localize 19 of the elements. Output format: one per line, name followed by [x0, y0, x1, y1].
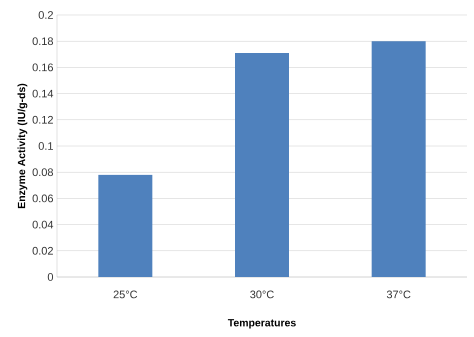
y-tick-label: 0.02	[32, 246, 53, 255]
y-tick-label: 0.04	[32, 220, 54, 228]
x-tick-label: 25°C	[114, 290, 138, 298]
y-axis-title: Enzyme Activity (IU/g-ds)	[18, 84, 28, 208]
y-tick-label: 0.2	[38, 11, 53, 19]
x-tick-label: 30°C	[250, 290, 274, 298]
y-tick-label: 0.08	[32, 168, 53, 176]
y-tick-label: 0.14	[32, 90, 54, 98]
x-axis-title: Temperatures	[228, 319, 296, 328]
x-tick-label: 37°C	[386, 290, 410, 298]
y-tick-label: 0.1	[38, 142, 53, 150]
y-tick-label: 0.16	[32, 64, 53, 72]
y-tick-label: 0	[48, 273, 54, 281]
bar	[235, 52, 289, 277]
bar	[372, 41, 426, 277]
y-tick-label: 0.18	[32, 37, 53, 46]
y-tick-label: 0.06	[32, 194, 53, 202]
bar	[98, 174, 152, 277]
y-tick-label: 0.12	[32, 116, 53, 124]
